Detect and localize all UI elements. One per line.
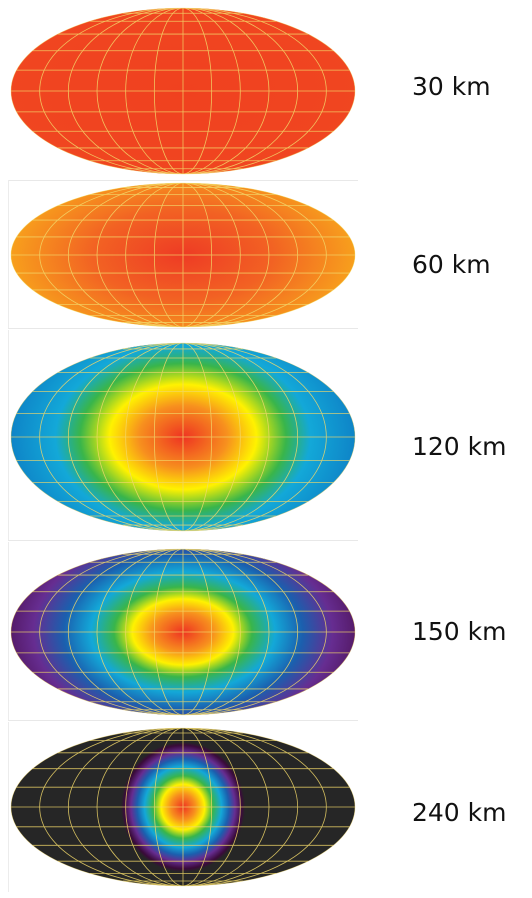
map-outline: [10, 727, 356, 887]
panel-divider: [8, 328, 358, 329]
map-outline: [10, 342, 356, 532]
panel-edge: [8, 180, 9, 328]
graticule: [11, 183, 355, 327]
graticule: [11, 343, 355, 531]
mollweide-map: [10, 548, 356, 716]
map-panel-30-km: [8, 6, 358, 176]
depth-label-150-km: 150 km: [412, 617, 507, 646]
depth-label-240-km: 240 km: [412, 798, 507, 827]
depth-label-30-km: 30 km: [412, 72, 491, 101]
graticule: [11, 728, 355, 886]
depth-label-60-km: 60 km: [412, 250, 491, 279]
mollweide-map: [10, 7, 356, 175]
map-panel-240-km: [8, 726, 358, 888]
map-panel-60-km: [8, 182, 358, 328]
graticule: [11, 8, 355, 174]
map-outline: [10, 548, 356, 716]
mollweide-map: [10, 342, 356, 532]
panel-divider: [8, 180, 358, 181]
map-outline: [10, 182, 356, 328]
panel-divider: [8, 540, 358, 541]
map-outline: [10, 7, 356, 175]
panel-edge: [8, 542, 9, 720]
depth-label-120-km: 120 km: [412, 432, 507, 461]
panel-edge: [8, 330, 9, 540]
panel-divider: [8, 720, 358, 721]
panel-edge: [8, 722, 9, 892]
map-panel-150-km: [8, 547, 358, 717]
mollweide-map: [10, 727, 356, 887]
graticule: [11, 549, 355, 715]
mollweide-map: [10, 182, 356, 328]
map-panel-120-km: [8, 341, 358, 533]
